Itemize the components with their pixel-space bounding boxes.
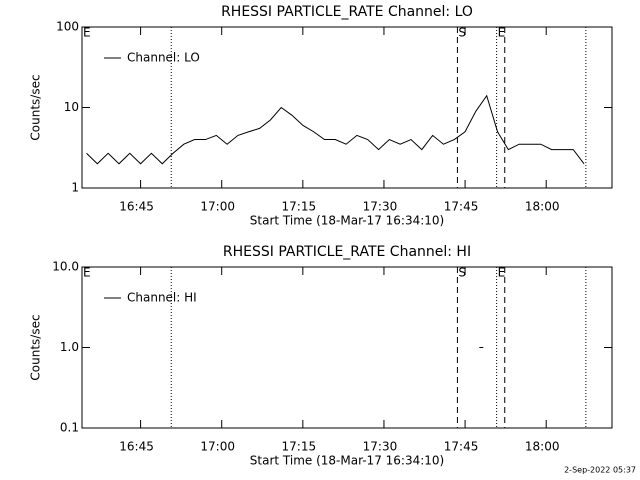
data-line xyxy=(86,94,585,165)
footer: 2-Sep-2022 05:37 xyxy=(564,466,636,475)
y-axis-label: Counts/sec xyxy=(29,74,43,140)
flag-label: S xyxy=(458,266,466,280)
y-tick-label: 0.1 xyxy=(60,421,79,435)
flag-label: E xyxy=(83,26,91,40)
x-tick-label: 17:30 xyxy=(363,200,398,214)
y-tick-label: 100 xyxy=(56,20,79,34)
x-tick-label: 18:00 xyxy=(525,440,560,454)
x-tick-label: 17:45 xyxy=(444,200,479,214)
flag-label: E xyxy=(83,266,91,280)
y-tick-label: 10 xyxy=(64,100,79,114)
x-tick-label: 17:30 xyxy=(363,440,398,454)
x-tick-label: 17:15 xyxy=(282,440,317,454)
y-tick-label: 1 xyxy=(71,181,79,195)
y-tick-label: 10.0 xyxy=(52,260,79,274)
legend-label: Channel: LO xyxy=(127,51,200,65)
x-tick-label: 16:45 xyxy=(119,200,154,214)
x-tick-label: 17:45 xyxy=(444,440,479,454)
y-axis-label: Counts/sec xyxy=(29,314,43,380)
x-tick-label: 16:45 xyxy=(119,440,154,454)
x-axis-label: Start Time (18-Mar-17 16:34:10) xyxy=(250,214,444,228)
chart-title: RHESSI PARTICLE_RATE Channel: HI xyxy=(223,244,471,260)
x-tick-label: 17:00 xyxy=(200,200,235,214)
flag-label: E xyxy=(498,266,506,280)
legend-label: Channel: HI xyxy=(127,291,197,305)
x-tick-label: 18:00 xyxy=(525,200,560,214)
x-axis-label: Start Time (18-Mar-17 16:34:10) xyxy=(250,454,444,468)
y-tick-label: 1.0 xyxy=(60,340,79,354)
flag-label: S xyxy=(458,26,466,40)
x-tick-label: 17:15 xyxy=(282,200,317,214)
flag-label: E xyxy=(498,26,506,40)
chart-title: RHESSI PARTICLE_RATE Channel: LO xyxy=(221,4,473,20)
x-tick-label: 17:00 xyxy=(200,440,235,454)
